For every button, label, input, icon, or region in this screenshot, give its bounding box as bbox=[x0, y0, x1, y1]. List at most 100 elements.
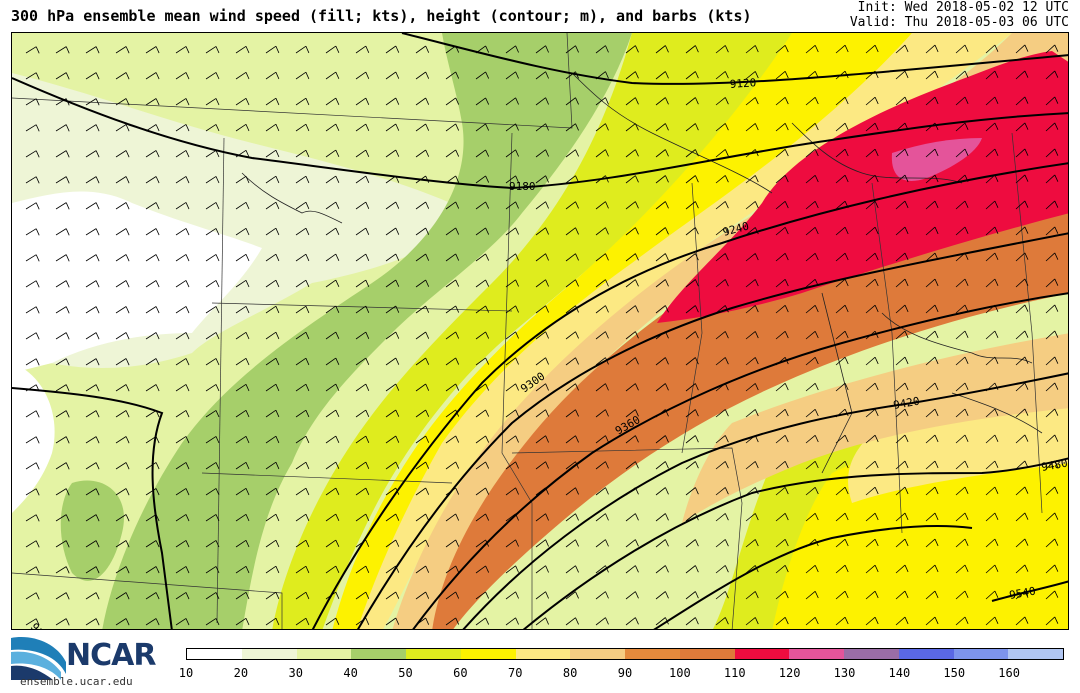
wind-barb bbox=[385, 305, 400, 314]
wind-barb bbox=[535, 71, 549, 80]
wind-barb bbox=[925, 174, 939, 184]
wind-barb bbox=[865, 486, 879, 496]
wind-barb bbox=[625, 305, 639, 314]
wind-barb bbox=[625, 227, 639, 236]
wind-barb bbox=[685, 617, 699, 626]
wind-barb bbox=[505, 71, 519, 80]
wind-barb bbox=[355, 461, 370, 470]
wind-barb bbox=[325, 175, 340, 184]
wind-barb bbox=[535, 201, 549, 210]
wind-barb bbox=[1015, 434, 1029, 444]
wind-barb bbox=[685, 591, 699, 600]
wind-barb bbox=[295, 513, 310, 522]
wind-barb bbox=[85, 566, 100, 574]
wind-barb bbox=[235, 513, 250, 522]
fill-10-20-b bbox=[12, 363, 55, 513]
wind-barb bbox=[415, 487, 430, 496]
fill-40-50 bbox=[102, 33, 632, 629]
wind-barb bbox=[955, 96, 969, 106]
wind-barb bbox=[235, 97, 250, 106]
colorbar-swatch bbox=[515, 649, 571, 659]
wind-barb bbox=[415, 357, 430, 366]
wind-barb bbox=[55, 124, 70, 132]
wind-barb bbox=[1045, 226, 1059, 236]
wind-barb bbox=[535, 227, 549, 236]
wind-barb bbox=[985, 616, 999, 626]
wind-barb bbox=[955, 616, 969, 626]
wind-barb bbox=[925, 200, 939, 210]
wind-barb bbox=[175, 540, 190, 548]
wind-barb bbox=[805, 304, 819, 314]
wind-barb bbox=[1045, 252, 1059, 262]
wind-barb bbox=[535, 305, 549, 314]
wind-barb bbox=[865, 382, 879, 392]
map-panel[interactable]: 9120 9180 9240 9300 9360 9420 9480 9540 … bbox=[11, 32, 1069, 630]
wind-barb bbox=[745, 357, 759, 366]
colorbar-tick-label: 10 bbox=[178, 666, 194, 680]
wind-barb bbox=[385, 461, 400, 470]
init-time: Init: Wed 2018-05-02 12 UTC bbox=[857, 0, 1069, 15]
wind-barb bbox=[25, 46, 40, 54]
wind-barb bbox=[265, 175, 280, 184]
wind-barb bbox=[775, 200, 789, 210]
wind-barb bbox=[655, 279, 669, 288]
wind-barb bbox=[1015, 252, 1029, 262]
wind-barb bbox=[475, 409, 490, 418]
wind-barb bbox=[205, 176, 220, 184]
wind-barb bbox=[55, 462, 70, 470]
wind-barb bbox=[205, 228, 220, 236]
wind-barb bbox=[775, 486, 789, 496]
wind-barb bbox=[175, 280, 190, 288]
wind-barb bbox=[505, 201, 519, 210]
wind-barb bbox=[1045, 70, 1059, 80]
wind-barb bbox=[835, 96, 849, 106]
wind-barb bbox=[115, 462, 130, 470]
wind-barb bbox=[925, 278, 939, 288]
wind-barb bbox=[295, 123, 310, 132]
wind-barb bbox=[265, 123, 280, 132]
wind-barb bbox=[655, 149, 669, 158]
wind-barb bbox=[475, 97, 490, 106]
wind-barb bbox=[85, 462, 100, 470]
wind-barb bbox=[595, 539, 609, 548]
wind-barb bbox=[295, 175, 310, 184]
wind-barb bbox=[985, 512, 999, 522]
wind-barb bbox=[145, 280, 160, 288]
wind-barb bbox=[955, 70, 969, 80]
wind-barb bbox=[295, 461, 310, 470]
wind-barb bbox=[175, 124, 190, 132]
wind-barb bbox=[1045, 278, 1059, 288]
wind-barb bbox=[955, 408, 969, 418]
wind-barbs bbox=[25, 44, 1059, 626]
wind-barb bbox=[565, 409, 579, 418]
wind-barb bbox=[415, 435, 430, 444]
wind-barb bbox=[205, 72, 220, 80]
wind-barb bbox=[355, 435, 370, 444]
wind-barb bbox=[325, 279, 340, 288]
wind-barb bbox=[115, 436, 130, 444]
wind-barb bbox=[625, 201, 639, 210]
wind-barb bbox=[325, 97, 340, 106]
wind-barb bbox=[265, 45, 280, 54]
wind-barb bbox=[355, 71, 370, 80]
wind-barb bbox=[685, 487, 699, 496]
wind-barb bbox=[865, 226, 879, 236]
wind-barb bbox=[835, 538, 849, 548]
wind-barb bbox=[205, 280, 220, 288]
wind-barb bbox=[565, 591, 579, 600]
wind-barb bbox=[1045, 356, 1059, 366]
wind-barb bbox=[25, 358, 40, 366]
wind-barb bbox=[685, 71, 699, 80]
wind-barb bbox=[775, 252, 789, 262]
wind-barb bbox=[745, 383, 759, 392]
fill-50-60 bbox=[272, 33, 792, 629]
colorbar-tick-label: 90 bbox=[617, 666, 633, 680]
contour-9120 bbox=[401, 33, 1068, 85]
wind-barb bbox=[835, 174, 849, 184]
colorbar-tick-label: 100 bbox=[669, 666, 691, 680]
wind-barb bbox=[625, 45, 639, 54]
wind-barb bbox=[805, 330, 819, 340]
colorbar-swatch bbox=[844, 649, 899, 659]
wind-barb bbox=[445, 123, 460, 132]
wind-barb bbox=[595, 97, 609, 106]
